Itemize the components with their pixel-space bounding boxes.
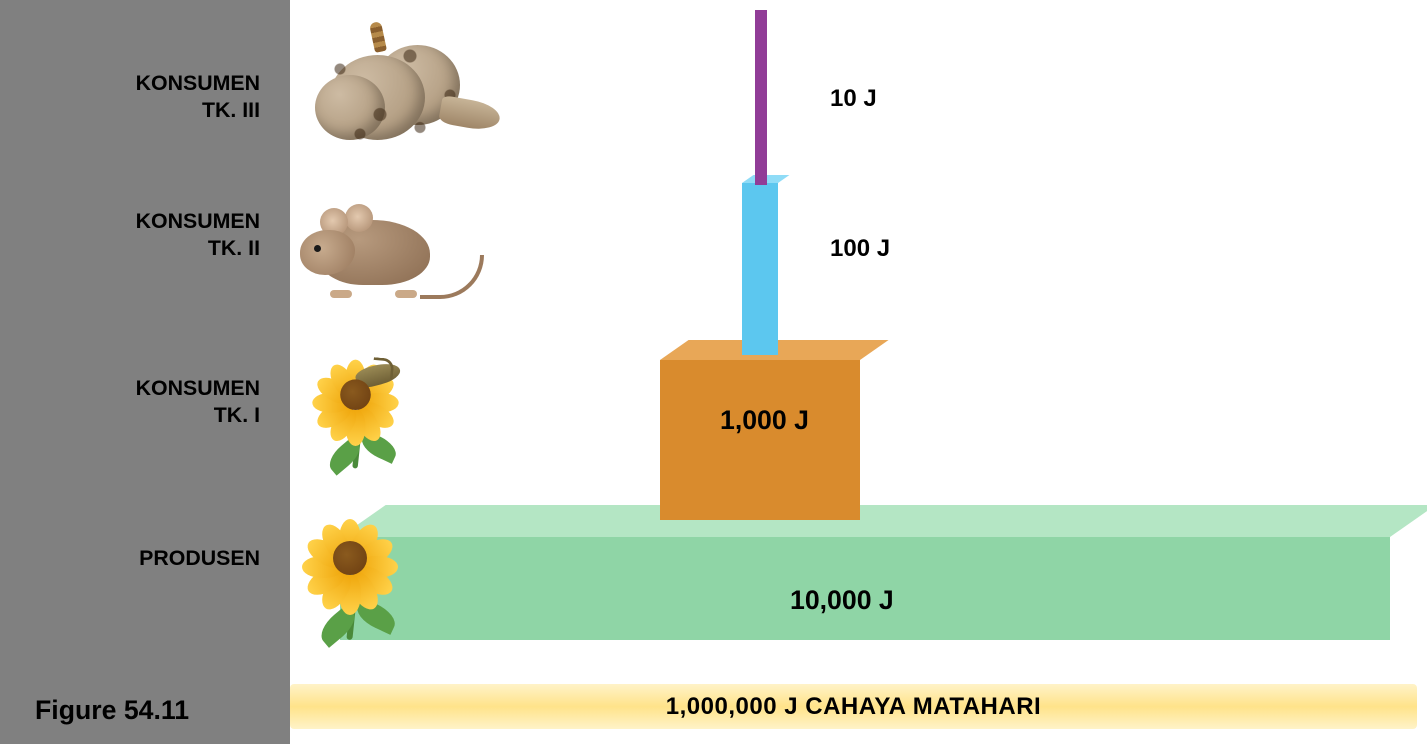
sunlight-label: 1,000,000 J CAHAYA MATAHARI [666, 693, 1041, 721]
consumer1-value: 1,000 J [720, 405, 809, 436]
grasshopper-on-flower-illustration [300, 350, 420, 470]
consumer3-bar [755, 10, 767, 185]
producer-value: 10,000 J [790, 585, 894, 616]
consumer3-bar-front [755, 10, 767, 185]
producer-role-label: PRODUSEN [120, 545, 260, 572]
consumer2-value: 100 J [830, 235, 890, 263]
consumer3-role-label: KONSUMEN TK. III [120, 70, 260, 123]
consumer2-bar [742, 175, 778, 355]
mouse-illustration [300, 190, 460, 300]
consumer2-bar-front [742, 183, 778, 355]
flower-illustration [295, 515, 415, 635]
producer-bar-top [340, 505, 1427, 537]
consumer1-role-label: KONSUMEN TK. I [120, 375, 260, 428]
consumer3-value: 10 J [830, 85, 877, 113]
figure-caption: Figure 54.11 [35, 695, 189, 726]
producer-bar [340, 505, 1390, 640]
sunlight-strip: 1,000,000 J CAHAYA MATAHARI [290, 684, 1417, 729]
consumer1-bar-front [660, 360, 860, 520]
consumer2-role-label: KONSUMEN TK. II [120, 208, 260, 261]
figure-stage: 1,000,000 J CAHAYA MATAHARI 10,000 J 1,0… [0, 0, 1427, 744]
rattlesnake-illustration [300, 30, 500, 160]
